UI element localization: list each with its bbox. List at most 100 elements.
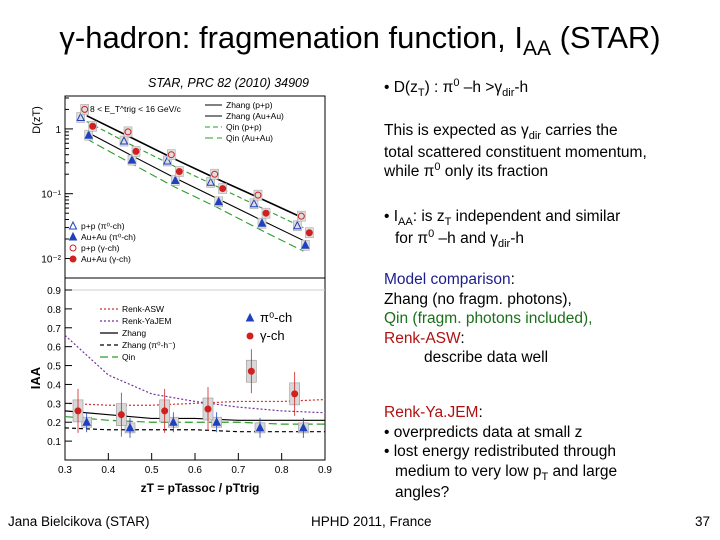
- iaa-data-point: [82, 417, 91, 426]
- dzt-legend-data: Au+Au (π⁰-ch): [81, 232, 136, 242]
- dzt-model-curve: [86, 138, 304, 252]
- dzt-legend-data: p+p (γ-ch): [81, 243, 120, 253]
- iaa-data-point: [74, 407, 82, 415]
- dzt-data-point: [297, 212, 305, 220]
- dzt-data-point: [249, 198, 259, 208]
- citation: STAR, PRC 82 (2010) 34909: [148, 76, 309, 90]
- bullet-dzt: • D(zT) : π0 –h >γdir-h: [384, 77, 529, 99]
- iaa-y-tick-label: 0.8: [47, 305, 61, 316]
- iaa-data-point: [169, 417, 178, 426]
- dzt-data-point: [305, 229, 313, 237]
- dzt-syst-box: [80, 104, 89, 115]
- iaa-y-tick-label: 0.6: [47, 343, 61, 354]
- dzt-legend-model: Qin (p+p): [226, 122, 262, 132]
- dzt-data-point: [214, 196, 223, 206]
- iaa-legend-data: γ-ch: [260, 328, 285, 343]
- iaa-x-tick-label: 0.9: [318, 465, 332, 476]
- iaa-x-tick-label: 0.5: [145, 465, 159, 476]
- iaa-legend-model: Qin: [122, 352, 136, 362]
- iaa-x-tick-label: 0.3: [58, 465, 72, 476]
- dzt-data-point: [257, 218, 267, 227]
- legends: Zhang (p+p)Zhang (Au+Au)Qin (p+p)Qin (Au…: [68, 100, 292, 362]
- dzt-tick-label: 10⁻²: [41, 254, 61, 265]
- dzt-data-point: [301, 240, 310, 249]
- dzt-data-point: [211, 170, 219, 178]
- dzt-syst-box: [297, 210, 306, 222]
- iaa-model-curve: [64, 410, 325, 421]
- iaa-data-point: [299, 422, 308, 432]
- dzt-data-point: [119, 135, 129, 145]
- dzt-model-curve: [86, 131, 304, 241]
- iaa-y-tick-label: 0.1: [47, 437, 61, 448]
- iaa-panel: [64, 289, 326, 438]
- iaa-x-tick-label: 0.8: [275, 465, 289, 476]
- iaa-legend-model: Zhang (π⁰-h⁻): [122, 340, 176, 350]
- iaa-legend-model: Renk-ASW: [122, 304, 164, 314]
- iaa-data-point: [291, 390, 299, 398]
- bullet-iaa: • IAA: is zT independent and similar for…: [384, 208, 621, 250]
- iaa-x-tick-label: 0.6: [188, 465, 202, 476]
- iaa-y-tick-label: 0.2: [47, 418, 61, 429]
- dzt-legend-marker: [69, 244, 77, 252]
- iaa-model-curve: [64, 398, 326, 406]
- dzt-legend-model: Zhang (Au+Au): [226, 111, 284, 121]
- title-suffix: (STAR): [550, 20, 661, 55]
- dzt-legend-marker: [68, 220, 78, 230]
- iaa-ylabel: IAA: [28, 366, 43, 389]
- dzt-syst-box: [253, 189, 263, 201]
- iaa-model-curve: [64, 427, 325, 433]
- dzt-data-point: [254, 191, 262, 199]
- iaa-y-tick-label: 0.5: [47, 362, 61, 373]
- iaa-legend-data: π⁰-ch: [260, 310, 292, 325]
- dzt-data-point: [167, 151, 175, 159]
- iaa-data-point: [247, 367, 255, 375]
- dzt-tick-label: 10⁻¹: [41, 190, 61, 201]
- iaa-data-point: [161, 407, 169, 415]
- dzt-data-point: [76, 112, 85, 122]
- dzt-legend-model: Qin (Au+Au): [226, 133, 273, 143]
- iaa-model-curve: [64, 415, 325, 425]
- iaa-x-tick-label: 0.7: [231, 465, 245, 476]
- dzt-legend-data: p+p (π⁰-ch): [81, 221, 125, 231]
- dzt-data-point: [81, 105, 89, 113]
- dzt-data-point: [124, 128, 132, 136]
- slide-title: γ-hadron: fragmenation function, IAA (ST…: [0, 20, 720, 60]
- dzt-data-point: [89, 122, 97, 130]
- iaa-data-point: [255, 422, 265, 432]
- dzt-data-point: [219, 185, 227, 193]
- dzt-data-point: [171, 175, 180, 184]
- dzt-data-point: [262, 209, 270, 217]
- iaa-axes: 0.1 0.2 0.3 0.4 0.5 0.6 0.7 0.8 0.9 0.3 0.4 0.5 0.6 0…: [28, 286, 332, 495]
- iaa-legend-model: Zhang: [122, 328, 146, 338]
- dzt-legend-model: Zhang (p+p): [226, 100, 273, 110]
- iaa-x-tick-label: 0.4: [101, 465, 115, 476]
- iaa-legend-marker: [246, 332, 254, 340]
- iaa-y-tick-label: 0.9: [47, 286, 61, 297]
- iaa-y-tick-label: 0.4: [47, 380, 61, 391]
- dzt-ylabel: D(zT): [31, 106, 43, 134]
- dzt-data-point: [163, 155, 172, 165]
- title-main: γ-hadron: fragmenation function, I: [59, 20, 523, 55]
- iaa-data-point: [212, 417, 221, 426]
- star-figure: 1 10⁻¹ 10⁻² D(zT) 8 < E_T^trig < 16 GeV/c 0.…: [28, 95, 332, 495]
- dzt-annotation: 8 < E_T^trig < 16 GeV/c: [90, 104, 182, 114]
- dzt-legend-marker: [69, 255, 77, 263]
- iaa-data-point: [117, 411, 125, 419]
- dzt-axes: 1 10⁻¹ 10⁻² D(zT) 8 < E_T^trig < 16 GeV/c: [31, 97, 182, 265]
- dzt-legend-data: Au+Au (γ-ch): [81, 254, 131, 264]
- dzt-panel: [76, 104, 314, 252]
- iaa-y-tick-label: 0.7: [47, 324, 61, 335]
- dzt-tick-label: 1: [55, 125, 61, 136]
- dzt-legend-marker: [68, 231, 78, 241]
- dzt-data-point: [206, 177, 215, 186]
- dzt-data-point: [293, 220, 302, 230]
- footer-conference: HPHD 2011, France: [311, 514, 432, 529]
- renk-yajem-section: Renk-Ya.JEM: • overpredicts data at smal…: [384, 404, 618, 501]
- iaa-y-tick-label: 0.3: [47, 399, 61, 410]
- dzt-syst-box: [123, 126, 133, 138]
- dzt-data-point: [132, 147, 140, 155]
- dzt-model-curve: [86, 114, 304, 219]
- explanation-paragraph: This is expected as γdir carries the tot…: [384, 122, 647, 180]
- iaa-xlabel: zT = pTassoc / pTtrig: [141, 481, 260, 495]
- dzt-data-point: [84, 130, 93, 139]
